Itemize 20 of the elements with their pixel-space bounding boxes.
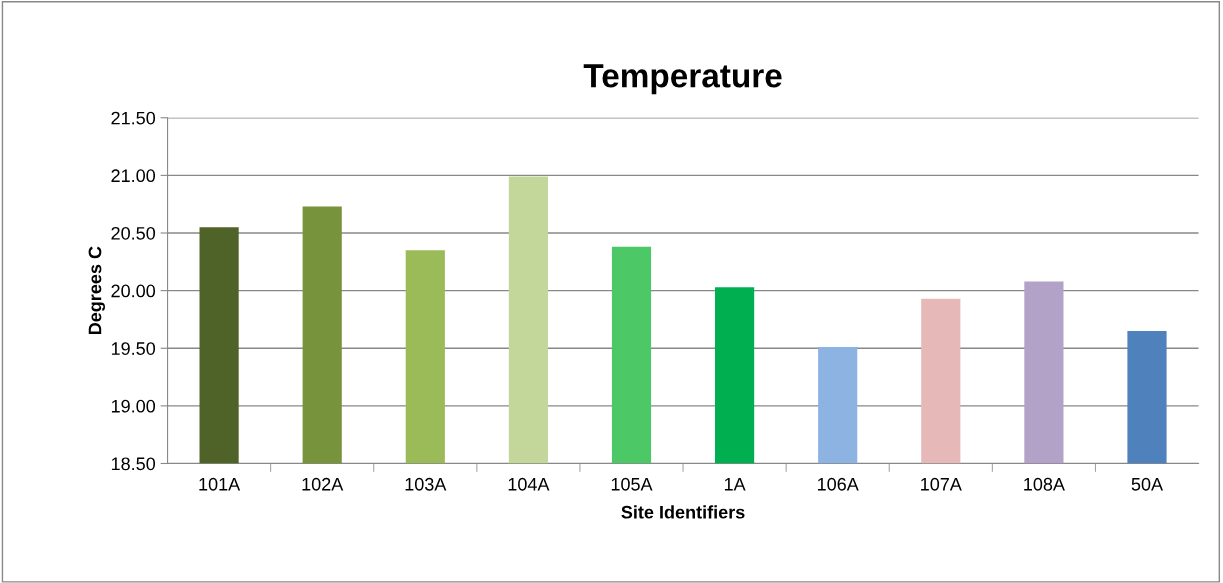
y-tick-label: 18.50 <box>111 457 156 471</box>
x-tick-label: 102A <box>302 477 344 491</box>
x-tick-label: 104A <box>508 477 550 491</box>
y-tick-label: 21.00 <box>111 169 156 183</box>
y-tick-label: 20.00 <box>111 284 156 298</box>
y-tick-label: 19.00 <box>111 399 156 413</box>
x-axis-title: Site Identifiers <box>621 505 745 519</box>
y-tick-label: 19.50 <box>111 342 156 355</box>
x-tick-label: 105A <box>611 477 653 491</box>
x-tick-label: 107A <box>921 477 962 491</box>
x-tick-label: 1A <box>724 478 746 491</box>
chart-title: Temperature <box>583 64 782 95</box>
y-tick-label: 21.50 <box>111 111 156 125</box>
x-tick-label: 108A <box>1024 477 1065 491</box>
x-tick-label: 106A <box>817 477 859 491</box>
y-tick-label: 20.50 <box>111 226 156 240</box>
x-tick-label: 101A <box>199 477 241 491</box>
x-tick-label: 103A <box>405 477 447 491</box>
x-tick-label: 50A <box>1131 477 1164 491</box>
y-axis-title: Degrees C <box>88 246 106 335</box>
